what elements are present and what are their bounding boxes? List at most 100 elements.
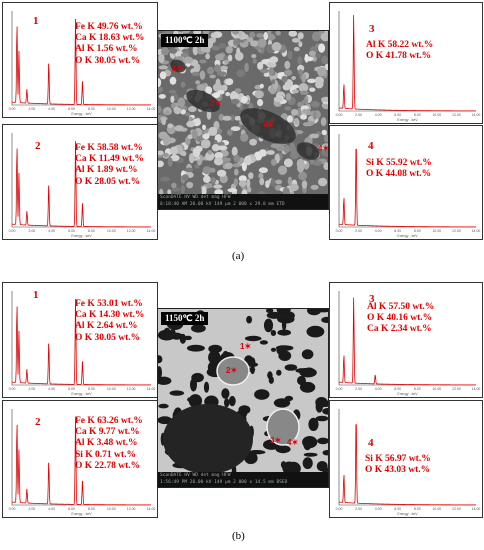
spectrum-plot: 0.00 2.00 4.00 6.00 8.00 10.00 12.00 14.00 Energ… [336,134,481,238]
spectrum-plot: 0.00 2.00 4.00 6.00 8.00 10.00 12.00 14.00 Energ… [336,291,481,396]
composition-line: Ca K 14.30 wt.% [75,310,145,321]
tick-label: 2.00 [28,107,35,111]
spectrum-plot: 0.00 2.00 4.00 6.00 8.00 10.00 12.00 14.00 Energ… [336,409,481,516]
spectrum-number: 2 [35,140,41,152]
tick-label: 4.00 [48,507,55,511]
composition-line: Al K 1.56 wt.% [75,44,138,55]
composition-text: Al K 58.22 wt.% O K 41.78 wt.% [366,40,433,62]
marker-2: 2✶ [226,366,238,375]
tick-label: 2.00 [355,507,362,511]
tick-label: 8.00 [414,113,421,117]
composition-text: Si K 56.97 wt.% O K 43.03 wt.% [365,454,431,476]
tick-label: 10.00 [432,507,441,511]
composition-line: Al K 2.64 wt.% [75,321,138,332]
spectrum-panel-b3: 0.00 2.00 4.00 6.00 8.00 10.00 12.00 14.00 Energ… [329,282,483,398]
sem-footer-line: 8:18:40 AM 20.00 kV 149 µm 2 000 x 29.8 … [160,202,285,207]
composition-line: Fe K 53.01 wt.% [75,299,143,309]
marker-3: 3✶ [270,436,282,445]
tick-label: 8.00 [88,107,95,111]
tick-label: 14.00 [147,507,156,511]
sem-image-b: 1150℃ 2h 1✶ 2✶ 3✶ 4✶ ScanDATE HV WD det … [157,308,329,488]
tick-label: 0.00 [336,229,343,233]
tick-label: 4.00 [375,229,382,233]
composition-text: Fe K 58.58 wt.% Ca K 11.49 wt.% Al K 1.8… [75,143,144,188]
tick-label: 0.00 [9,229,16,233]
tick-label: 0.00 [336,113,343,117]
composition-line: Fe K 49.76 wt.% [75,22,143,32]
tick-label: 10.00 [432,113,441,117]
composition-line: O K 41.78 wt.% [366,51,432,62]
composition-line: O K 43.03 wt.% [365,465,431,476]
spectrum-panel-a3: 0.00 2.00 4.00 6.00 8.00 10.00 12.00 14.00 Energ… [329,2,483,124]
tick-label: 4.00 [48,387,55,391]
tick-label: 4.00 [375,113,382,117]
tick-label: 14.00 [472,387,481,391]
tick-label: 12.00 [127,107,136,111]
tick-label: 2.00 [28,507,35,511]
x-axis-label: Energy - keV [397,512,418,516]
tick-label: 4.00 [375,507,382,511]
tick-label: 4.00 [48,229,55,233]
tick-label: 4.00 [48,107,55,111]
tick-label: 12.00 [452,507,461,511]
tick-label: 14.00 [147,107,156,111]
composition-line: O K 40.16 wt.% [367,313,433,324]
tick-label: 0.00 [336,507,343,511]
tick-label: 8.00 [414,387,421,391]
tick-label: 14.00 [472,113,481,117]
composition-line: Al K 58.22 wt.% [366,40,434,50]
marker-4: 4✶ [318,144,329,153]
composition-line: O K 22.78 wt.% [75,460,141,471]
spectrum-number: 3 [369,293,375,305]
tick-label: 6.00 [394,113,401,117]
composition-text: Al K 57.50 wt.% O K 40.16 wt.% Ca K 2.34… [367,302,434,336]
composition-text: Fe K 63.26 wt.% Ca K 9.77 wt.% Al K 3.48… [75,416,143,472]
marker-1: 1✶ [240,342,252,351]
sem-texture [158,31,328,209]
sem-footer-line: ScanDATE HV WD det mag HFW [160,195,231,200]
composition-line: Ca K 2.34 wt.% [367,324,432,335]
composition-text: Si K 55.92 wt.% O K 44.08 wt.% [366,158,432,180]
tick-label: 10.00 [107,229,116,233]
tick-label: 0.00 [9,107,16,111]
composition-line: Ca K 11.49 wt.% [75,154,144,165]
tick-label: 4.00 [375,387,382,391]
spectrum-number: 2 [35,416,41,428]
tick-label: 10.00 [432,387,441,391]
tick-label: 0.00 [9,507,16,511]
composition-line: O K 30.05 wt.% [75,332,141,343]
tick-label: 12.00 [452,113,461,117]
spectrum-number: 3 [369,23,375,35]
tick-label: 6.00 [68,387,75,391]
spectrum-panel-a2: 0.00 2.00 4.00 6.00 8.00 10.00 12.00 14.00 Energ… [2,124,158,240]
tick-label: 12.00 [452,387,461,391]
tick-label: 14.00 [472,229,481,233]
tick-label: 8.00 [414,507,421,511]
tick-label: 8.00 [88,507,95,511]
composition-text: Fe K 53.01 wt.% Ca K 14.30 wt.% Al K 2.6… [75,299,144,344]
tick-label: 14.00 [147,229,156,233]
spectrum-number: 1 [33,15,39,27]
marker-3: 3✶ [263,120,275,129]
tick-label: 2.00 [355,229,362,233]
spectrum-plot: 0.00 2.00 4.00 6.00 8.00 10.00 12.00 14.00 Energ… [9,11,156,116]
x-axis-label: Energy - keV [397,392,418,396]
sem-title: 1150℃ 2h [161,312,209,325]
x-axis-label: Energy - keV [397,234,418,238]
sem-texture [158,309,328,487]
sem-footer-line: 1:56:49 PM 20.00 kV 149 µm 2 000 x 14.5 … [160,480,288,485]
tick-label: 14.00 [472,507,481,511]
marker-2: 2✶ [210,99,222,108]
composition-line: O K 30.05 wt.% [75,55,141,66]
tick-label: 6.00 [394,229,401,233]
tick-label: 10.00 [107,387,116,391]
spectrum-number: 4 [368,437,374,449]
composition-line: Fe K 58.58 wt.% [75,143,143,153]
tick-label: 2.00 [28,387,35,391]
tick-label: 12.00 [452,229,461,233]
x-axis-label: Energy - keV [71,234,92,238]
x-axis-label: Energy - keV [397,118,418,122]
tick-label: 2.00 [355,387,362,391]
composition-line: Al K 3.48 wt.% [75,438,138,449]
spectrum-panel-a4: 0.00 2.00 4.00 6.00 8.00 10.00 12.00 14.00 Energ… [329,125,483,240]
